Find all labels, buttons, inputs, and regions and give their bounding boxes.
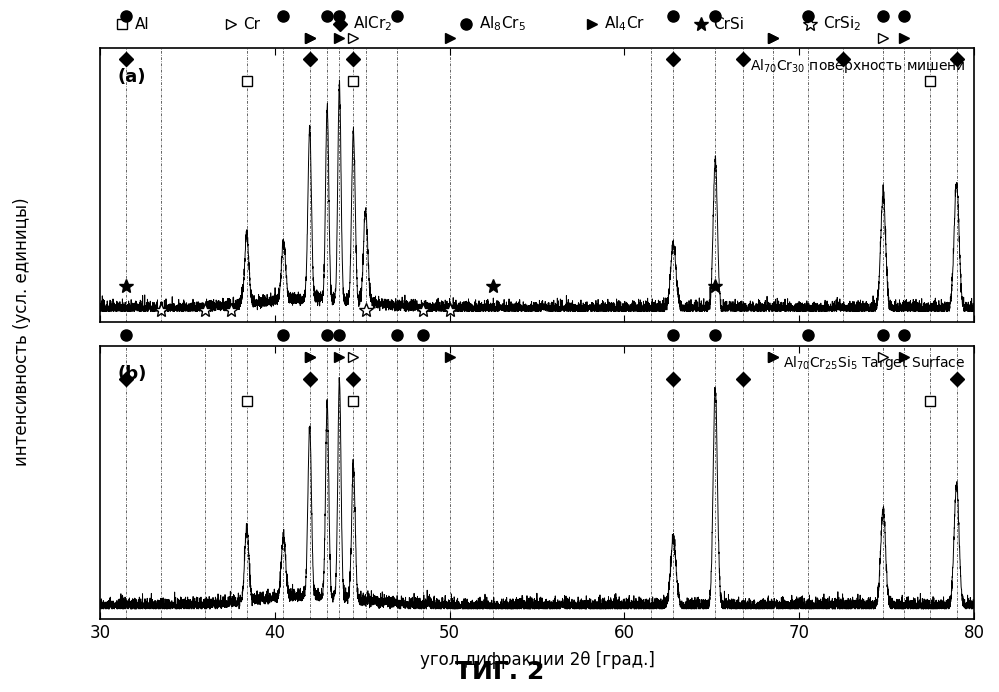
Text: Al$_{70}$Cr$_{25}$Si$_{5}$ Target Surface: Al$_{70}$Cr$_{25}$Si$_{5}$ Target Surfac…: [783, 354, 965, 372]
Text: Al$_8$Cr$_5$: Al$_8$Cr$_5$: [479, 15, 525, 33]
Text: ΤИГ. 2: ΤИГ. 2: [455, 659, 544, 684]
Text: Al: Al: [135, 17, 149, 32]
Text: AlCr$_2$: AlCr$_2$: [353, 15, 392, 33]
Text: Al$_{70}$Cr$_{30}$ поверхность мишени: Al$_{70}$Cr$_{30}$ поверхность мишени: [749, 57, 965, 75]
Text: Cr: Cr: [244, 17, 261, 32]
Text: интенсивность (усл. единицы): интенсивность (усл. единицы): [13, 198, 31, 466]
X-axis label: угол дифракции 2θ [град.]: угол дифракции 2θ [град.]: [420, 650, 654, 668]
Text: CrSi: CrSi: [713, 17, 744, 32]
Text: CrSi$_2$: CrSi$_2$: [822, 15, 861, 33]
Text: (a): (a): [118, 68, 146, 86]
Text: (b): (b): [118, 365, 147, 383]
Text: Al$_4$Cr: Al$_4$Cr: [604, 15, 645, 33]
